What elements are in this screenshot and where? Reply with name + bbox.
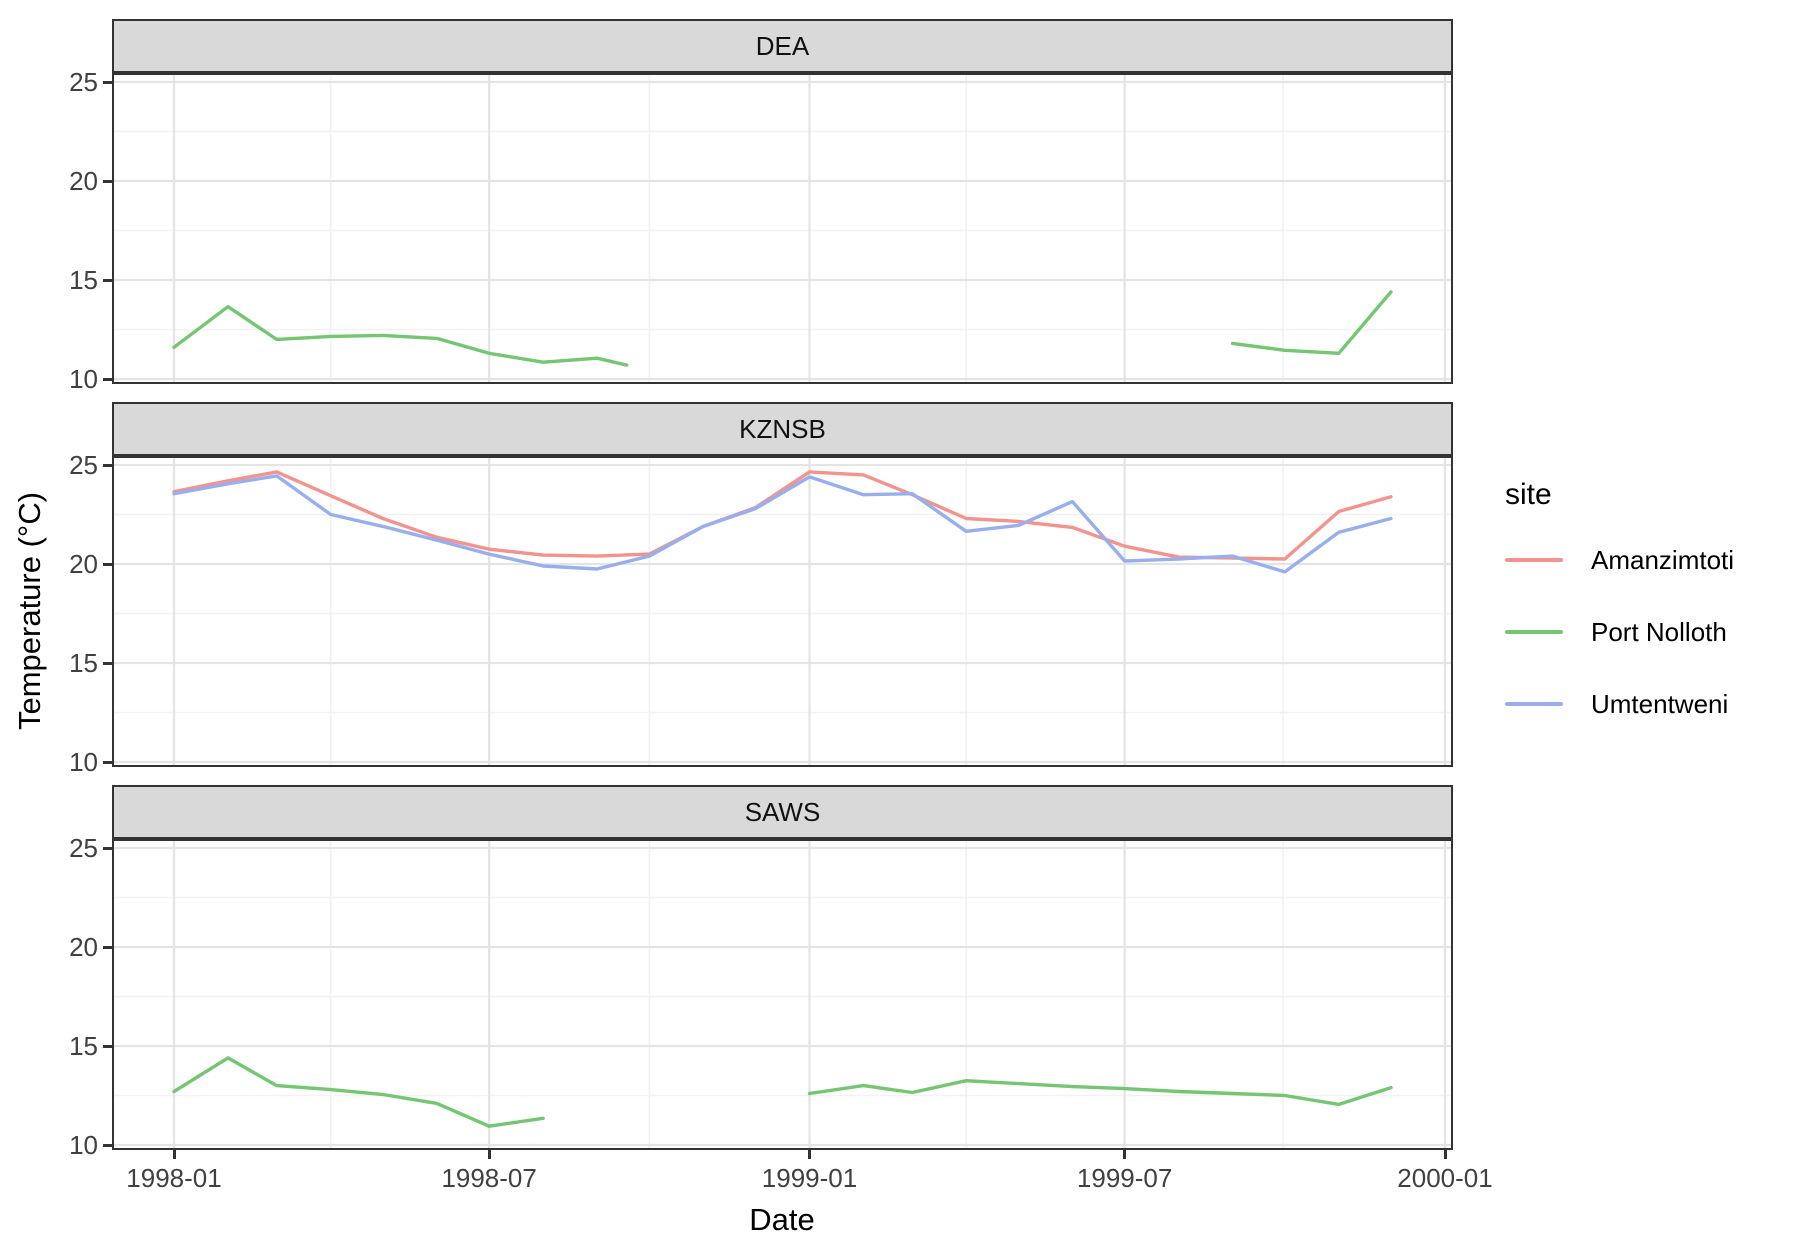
- y-tick-mark: [103, 760, 112, 764]
- y-tick-mark: [103, 1044, 112, 1048]
- x-tick-mark: [487, 1150, 491, 1159]
- x-tick-mark: [1443, 1150, 1447, 1159]
- y-tick-label: 20: [69, 549, 98, 579]
- y-tick-label: 25: [69, 67, 98, 97]
- facet-strip-saws: SAWS: [112, 785, 1453, 839]
- y-tick-mark: [103, 562, 112, 566]
- legend-key-line: [1505, 558, 1563, 562]
- series-line-umtentweni: [172, 474, 1393, 574]
- legend-entry-port-nolloth: Port Nolloth: [1505, 612, 1795, 652]
- y-tick-label: 25: [69, 833, 98, 863]
- y-tick-label: 10: [69, 364, 98, 394]
- series-line-port-nolloth: [172, 304, 629, 367]
- panel-canvas-kznsb: [114, 458, 1451, 765]
- y-tick-label: 25: [69, 450, 98, 480]
- legend-label: Umtentweni: [1591, 688, 1729, 719]
- legend: site Amanzimtoti Port Nolloth Umtentweni: [1505, 478, 1795, 756]
- facet-strip-dea: DEA: [112, 19, 1453, 73]
- y-tick-mark: [103, 80, 112, 84]
- legend-key-line: [1505, 702, 1563, 706]
- y-tick-label: 15: [69, 1031, 98, 1061]
- facet-strip-label: DEA: [755, 30, 810, 61]
- y-tick-mark: [103, 179, 112, 183]
- legend-entry-umtentweni: Umtentweni: [1505, 684, 1795, 724]
- series-line-amanzimtoti: [172, 470, 1393, 561]
- series-line-port-nolloth: [1230, 290, 1393, 355]
- y-tick-mark: [103, 846, 112, 850]
- x-tick-mark: [808, 1150, 811, 1159]
- legend-key-line: [1505, 630, 1563, 634]
- y-axis-title: Temperature (°C): [12, 491, 47, 731]
- series-line-port-nolloth: [172, 1056, 545, 1128]
- x-tick-label: 2000-01: [1397, 1163, 1493, 1193]
- panel-saws: [112, 839, 1453, 1150]
- x-tick-label: 1999-07: [1076, 1163, 1173, 1193]
- x-tick-label: 1998-07: [441, 1163, 537, 1193]
- x-tick-mark: [172, 1150, 176, 1159]
- facet-strip-label: SAWS: [744, 796, 821, 827]
- y-tick-label: 20: [69, 932, 98, 962]
- y-tick-label: 10: [69, 1130, 98, 1160]
- y-tick-label: 15: [69, 648, 98, 678]
- y-tick-mark: [103, 661, 112, 665]
- y-tick-mark: [103, 945, 112, 949]
- y-tick-label: 20: [69, 166, 98, 196]
- legend-title: site: [1505, 478, 1552, 511]
- y-tick-mark: [103, 377, 112, 381]
- legend-label: Amanzimtoti: [1591, 544, 1735, 575]
- x-tick-label: 1999-01: [761, 1163, 858, 1193]
- legend-entry-amanzimtoti: Amanzimtoti: [1505, 540, 1795, 580]
- panel-canvas-saws: [114, 841, 1451, 1148]
- panel-dea: [112, 73, 1453, 384]
- series-line-port-nolloth: [807, 1078, 1393, 1107]
- x-tick-mark: [1123, 1150, 1127, 1159]
- y-tick-mark: [103, 278, 112, 282]
- y-tick-mark: [103, 1143, 112, 1147]
- facet-strip-kznsb: KZNSB: [112, 402, 1453, 456]
- x-axis-title: Date: [749, 1202, 815, 1237]
- x-tick-label: 1998-01: [126, 1163, 222, 1193]
- y-tick-mark: [103, 463, 112, 467]
- panel-canvas-dea: [114, 75, 1451, 382]
- y-tick-label: 10: [69, 747, 98, 777]
- legend-entries: Amanzimtoti Port Nolloth Umtentweni: [1505, 540, 1795, 724]
- y-tick-label: 15: [69, 265, 98, 295]
- legend-label: Port Nolloth: [1591, 616, 1727, 647]
- panel-kznsb: [112, 456, 1453, 767]
- facet-strip-label: KZNSB: [739, 413, 826, 444]
